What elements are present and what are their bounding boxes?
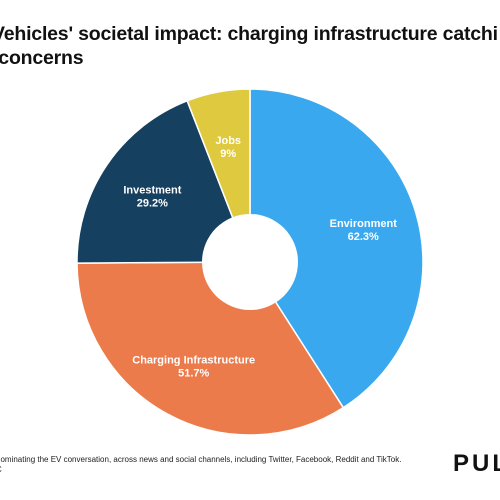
slice-environment	[249, 88, 424, 409]
footnote-line-2: C	[0, 465, 2, 474]
slice-label-charging-infrastructure: Charging Infrastructure	[132, 355, 255, 367]
chart-title: Vehicles' societal impact: charging infr…	[0, 22, 500, 70]
donut-hole	[202, 214, 298, 310]
slice-label-environment: Environment	[330, 218, 398, 230]
slice-label-investment: Investment	[123, 185, 181, 197]
slice-investment	[76, 99, 252, 264]
slice-value-charging-infrastructure: 51.7%	[178, 368, 209, 380]
footnote-line-1: dominating the EV conversation, across n…	[0, 455, 402, 464]
slice-value-investment: 29.2%	[137, 198, 168, 210]
chart-title-line-1: Vehicles' societal impact: charging infr…	[0, 23, 498, 45]
slice-value-environment: 62.3%	[348, 231, 379, 243]
slice-charging-infrastructure	[76, 261, 345, 436]
chart-title-line-2: -concerns	[0, 47, 84, 69]
slice-label-jobs: Jobs	[215, 135, 241, 147]
brand-logo: PUL	[453, 450, 500, 477]
slice-value-jobs: 9%	[220, 148, 236, 160]
footnote: dominating the EV conversation, across n…	[0, 455, 401, 475]
